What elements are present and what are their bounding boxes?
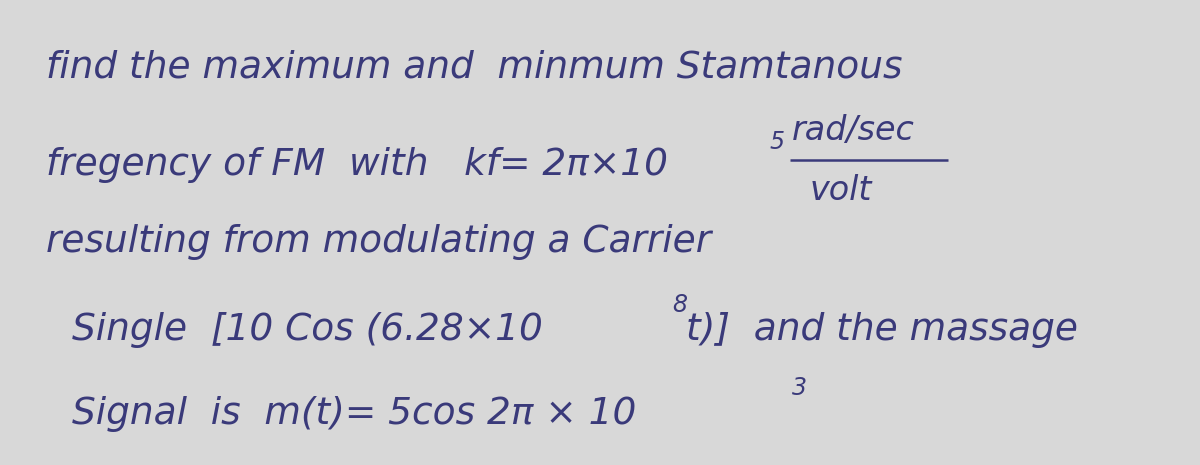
- Text: Signal  is  m(t)= 5cos 2π × 10: Signal is m(t)= 5cos 2π × 10: [72, 396, 636, 432]
- Text: resulting from modulating a Carrier: resulting from modulating a Carrier: [46, 224, 710, 260]
- Text: 5: 5: [769, 130, 785, 154]
- Text: rad/sec: rad/sec: [792, 114, 914, 146]
- Text: volt: volt: [810, 174, 872, 207]
- Text: t)]  and the massage: t)] and the massage: [686, 312, 1079, 348]
- Text: 3: 3: [792, 376, 808, 400]
- Text: Single  [10 Cos (6.28×10: Single [10 Cos (6.28×10: [72, 312, 542, 348]
- Text: fregency of FM  with   kf= 2π×10: fregency of FM with kf= 2π×10: [46, 147, 667, 183]
- Text: 8: 8: [672, 292, 688, 317]
- Text: find the maximum and  minmum Stamtanous: find the maximum and minmum Stamtanous: [46, 49, 902, 86]
